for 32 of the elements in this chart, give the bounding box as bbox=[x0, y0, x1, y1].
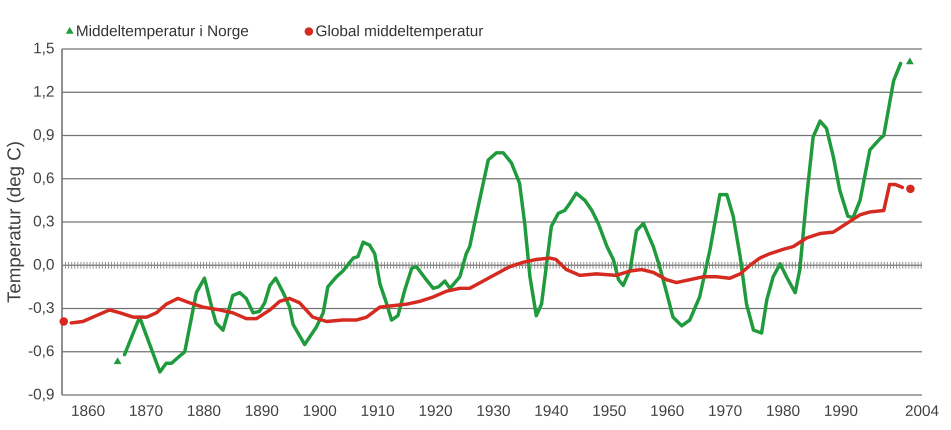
y-tick-label: 0,6 bbox=[34, 172, 54, 186]
y-tick-label: 0,3 bbox=[34, 216, 54, 228]
point bbox=[906, 58, 914, 64]
y-tick-label: -0,6 bbox=[28, 345, 54, 358]
y-tick-label: 0,9 bbox=[34, 129, 54, 142]
x-tick-label: 1940 bbox=[535, 405, 568, 416]
x-tick-label: 1920 bbox=[420, 405, 452, 416]
legend-label: Global middeltemperatur bbox=[316, 24, 484, 40]
y-axis-title: Temperatur (deg C) bbox=[6, 142, 24, 303]
x-tick-label: 1960 bbox=[651, 405, 684, 416]
x-tick-label: 1900 bbox=[304, 405, 336, 416]
point bbox=[114, 358, 122, 364]
x-tick-label: 1970 bbox=[709, 405, 742, 416]
legend-label: Middeltemperatur i Norge bbox=[77, 24, 248, 40]
x-tick-label: 1980 bbox=[767, 405, 800, 416]
y-tick-label: -0,3 bbox=[28, 302, 54, 315]
point bbox=[906, 184, 915, 194]
x-tick-label: 1860 bbox=[72, 405, 105, 416]
point bbox=[59, 317, 68, 326]
x-tick-label: 1870 bbox=[130, 405, 162, 416]
y-tick-label: 1,2 bbox=[34, 86, 54, 99]
y-tick-label: 0,0 bbox=[34, 258, 54, 272]
x-tick-label: 1950 bbox=[593, 405, 626, 416]
x-tick-label: 1890 bbox=[246, 405, 278, 416]
y-tick-label: -0,9 bbox=[28, 388, 54, 402]
x-tick-label: 1880 bbox=[188, 405, 220, 416]
line-series bbox=[122, 62, 902, 374]
x-tick-label: 1930 bbox=[478, 405, 510, 416]
y-tick-label: 1,5 bbox=[34, 42, 54, 56]
x-tick-label: 1990 bbox=[825, 405, 858, 416]
x-tick-label: 2004 bbox=[906, 405, 939, 416]
x-tick-label: 1910 bbox=[362, 405, 394, 416]
